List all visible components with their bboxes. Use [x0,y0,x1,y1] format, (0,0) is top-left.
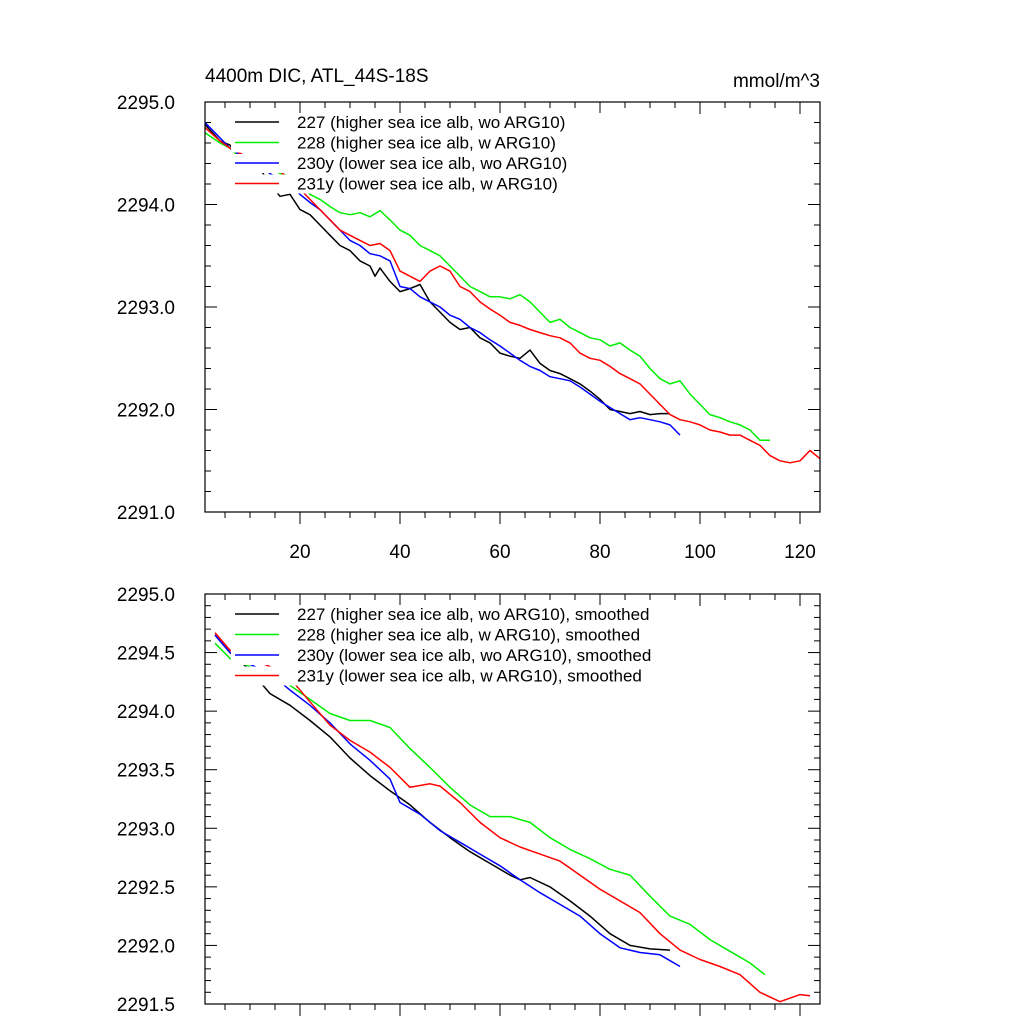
legend-label: 228 (higher sea ice alb, w ARG10) [297,134,556,153]
y-tick-label: 2291.0 [117,503,175,524]
legend: 227 (higher sea ice alb, wo ARG10), smoo… [231,605,691,686]
legend-label: 230y (lower sea ice alb, wo ARG10), smoo… [297,646,651,665]
y-tick-label: 2294.0 [117,702,175,723]
series-line-3 [204,127,821,464]
legend-entry-background [231,154,691,173]
panel-title: 4400m DIC, ATL_44S-18S [205,66,429,87]
y-tick-label: 2293.5 [117,761,175,782]
legend-entry-background [231,646,691,665]
y-tick-label: 2293.0 [117,819,175,840]
legend-label: 231y (lower sea ice alb, w ARG10) [297,175,558,194]
y-tick-label: 2295.0 [117,93,175,114]
series-line-2 [214,634,681,968]
y-tick-label: 2292.0 [117,936,175,957]
legend-label: 230y (lower sea ice alb, wo ARG10) [297,154,567,173]
y-tick-label: 2291.5 [117,995,175,1016]
legend-entry-background [231,174,691,194]
series-line-0 [214,634,671,951]
legend: 227 (higher sea ice alb, wo ARG10) 228 (h… [231,113,691,194]
y-tick-label: 2294.5 [117,644,175,665]
bottom-panel: 2291.5 2292.0 2292.5 2293.0 2293.5 2294.0 2294… [117,585,821,1016]
legend-label: 231y (lower sea ice alb, w ARG10), smoot… [297,667,642,686]
x-tick-label: 100 [684,542,716,563]
plot-frame [204,593,821,1005]
units-label: mmol/m^3 [733,71,820,92]
legend-label: 228 (higher sea ice alb, w ARG10), smoot… [297,626,640,645]
legend-entry-background [231,133,691,153]
legend-entry-background [231,605,691,624]
legend-entry-background [231,625,691,645]
x-tick-label: 60 [489,542,510,563]
legend-entry-background [231,113,691,132]
y-tick-label: 2292.5 [117,878,175,899]
y-tick-label: 2294.0 [117,196,175,217]
top-panel: 4400m DIC, ATL_44S-18S mmol/m^3 2291.0 22… [117,66,821,563]
legend-entry-background [231,666,691,686]
legend-label: 227 (higher sea ice alb, wo ARG10), smoo… [297,605,649,624]
series-lines [214,632,811,1003]
x-tick-label: 120 [784,542,816,563]
series-line-3 [214,632,811,1003]
y-tick-label: 2295.0 [117,585,175,606]
plot-frame [204,101,821,513]
x-tick-label: 40 [389,542,410,563]
x-tick-label: 20 [289,542,310,563]
y-tick-label: 2293.0 [117,298,175,319]
x-tick-label: 80 [589,542,610,563]
series-line-0 [204,123,670,416]
legend-label: 227 (higher sea ice alb, wo ARG10) [297,113,565,132]
y-tick-label: 2292.0 [117,401,175,422]
